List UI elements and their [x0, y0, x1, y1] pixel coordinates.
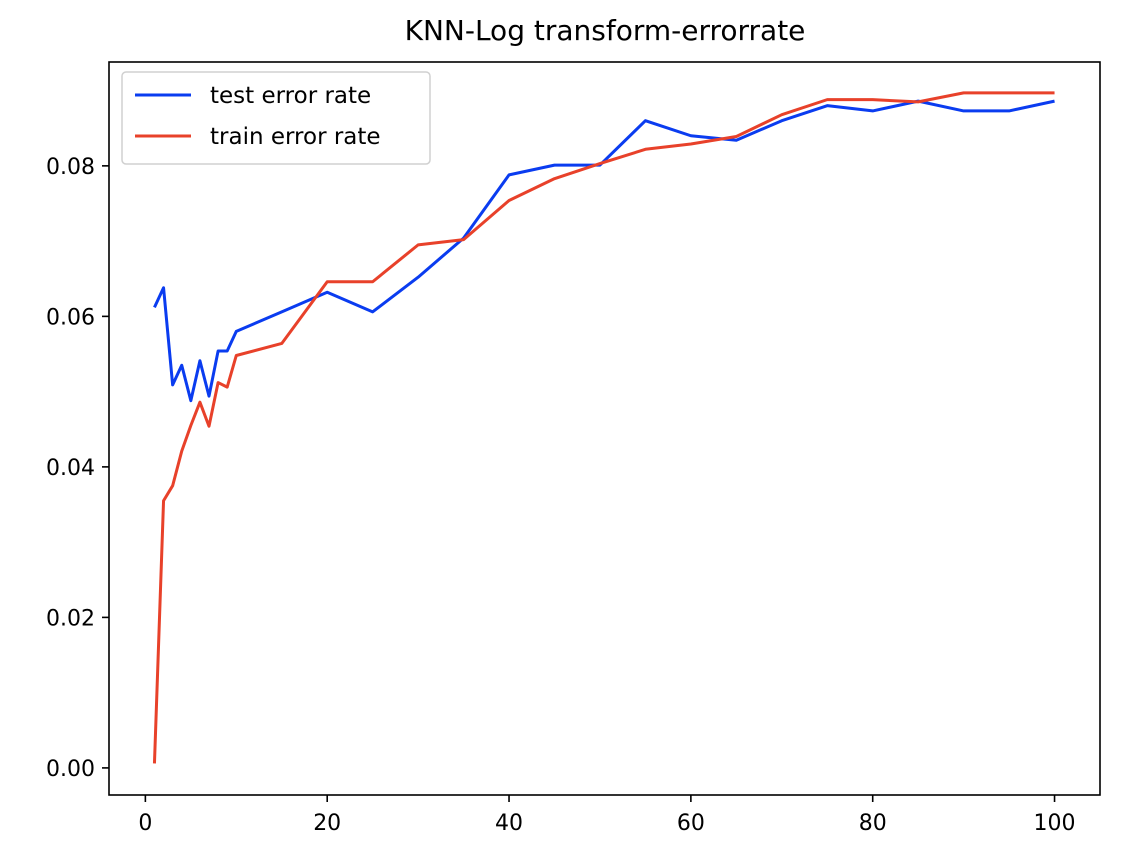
series-line-test-error-rate [153, 99, 1055, 403]
y-axis: 0.00 0.02 0.04 0.06 0.08 [46, 155, 109, 782]
y-tick-label: 0.00 [46, 757, 95, 782]
legend-box [121, 71, 431, 165]
x-tick-label: 40 [495, 811, 523, 836]
x-tick-label: 20 [313, 811, 341, 836]
x-tick-label: 80 [859, 811, 887, 836]
y-tick-label: 0.08 [46, 155, 95, 180]
legend-label: test error rate [210, 83, 371, 109]
x-tick-label: 0 [138, 811, 152, 836]
plot-area-frame [108, 61, 1101, 796]
legend: test error rate train error rate [121, 71, 431, 165]
series-line-train-error-rate [152, 91, 1055, 764]
chart-title: KNN-Log transform-errorrate [405, 14, 806, 47]
x-tick-label: 100 [1034, 811, 1076, 836]
series-lines [152, 91, 1055, 764]
y-tick-label: 0.02 [46, 606, 95, 631]
y-tick-label: 0.06 [46, 305, 95, 330]
y-tick-label: 0.04 [46, 456, 95, 481]
legend-label: train error rate [210, 124, 381, 150]
x-axis: 0 20 40 60 80 100 [138, 795, 1076, 836]
x-tick-label: 60 [677, 811, 705, 836]
